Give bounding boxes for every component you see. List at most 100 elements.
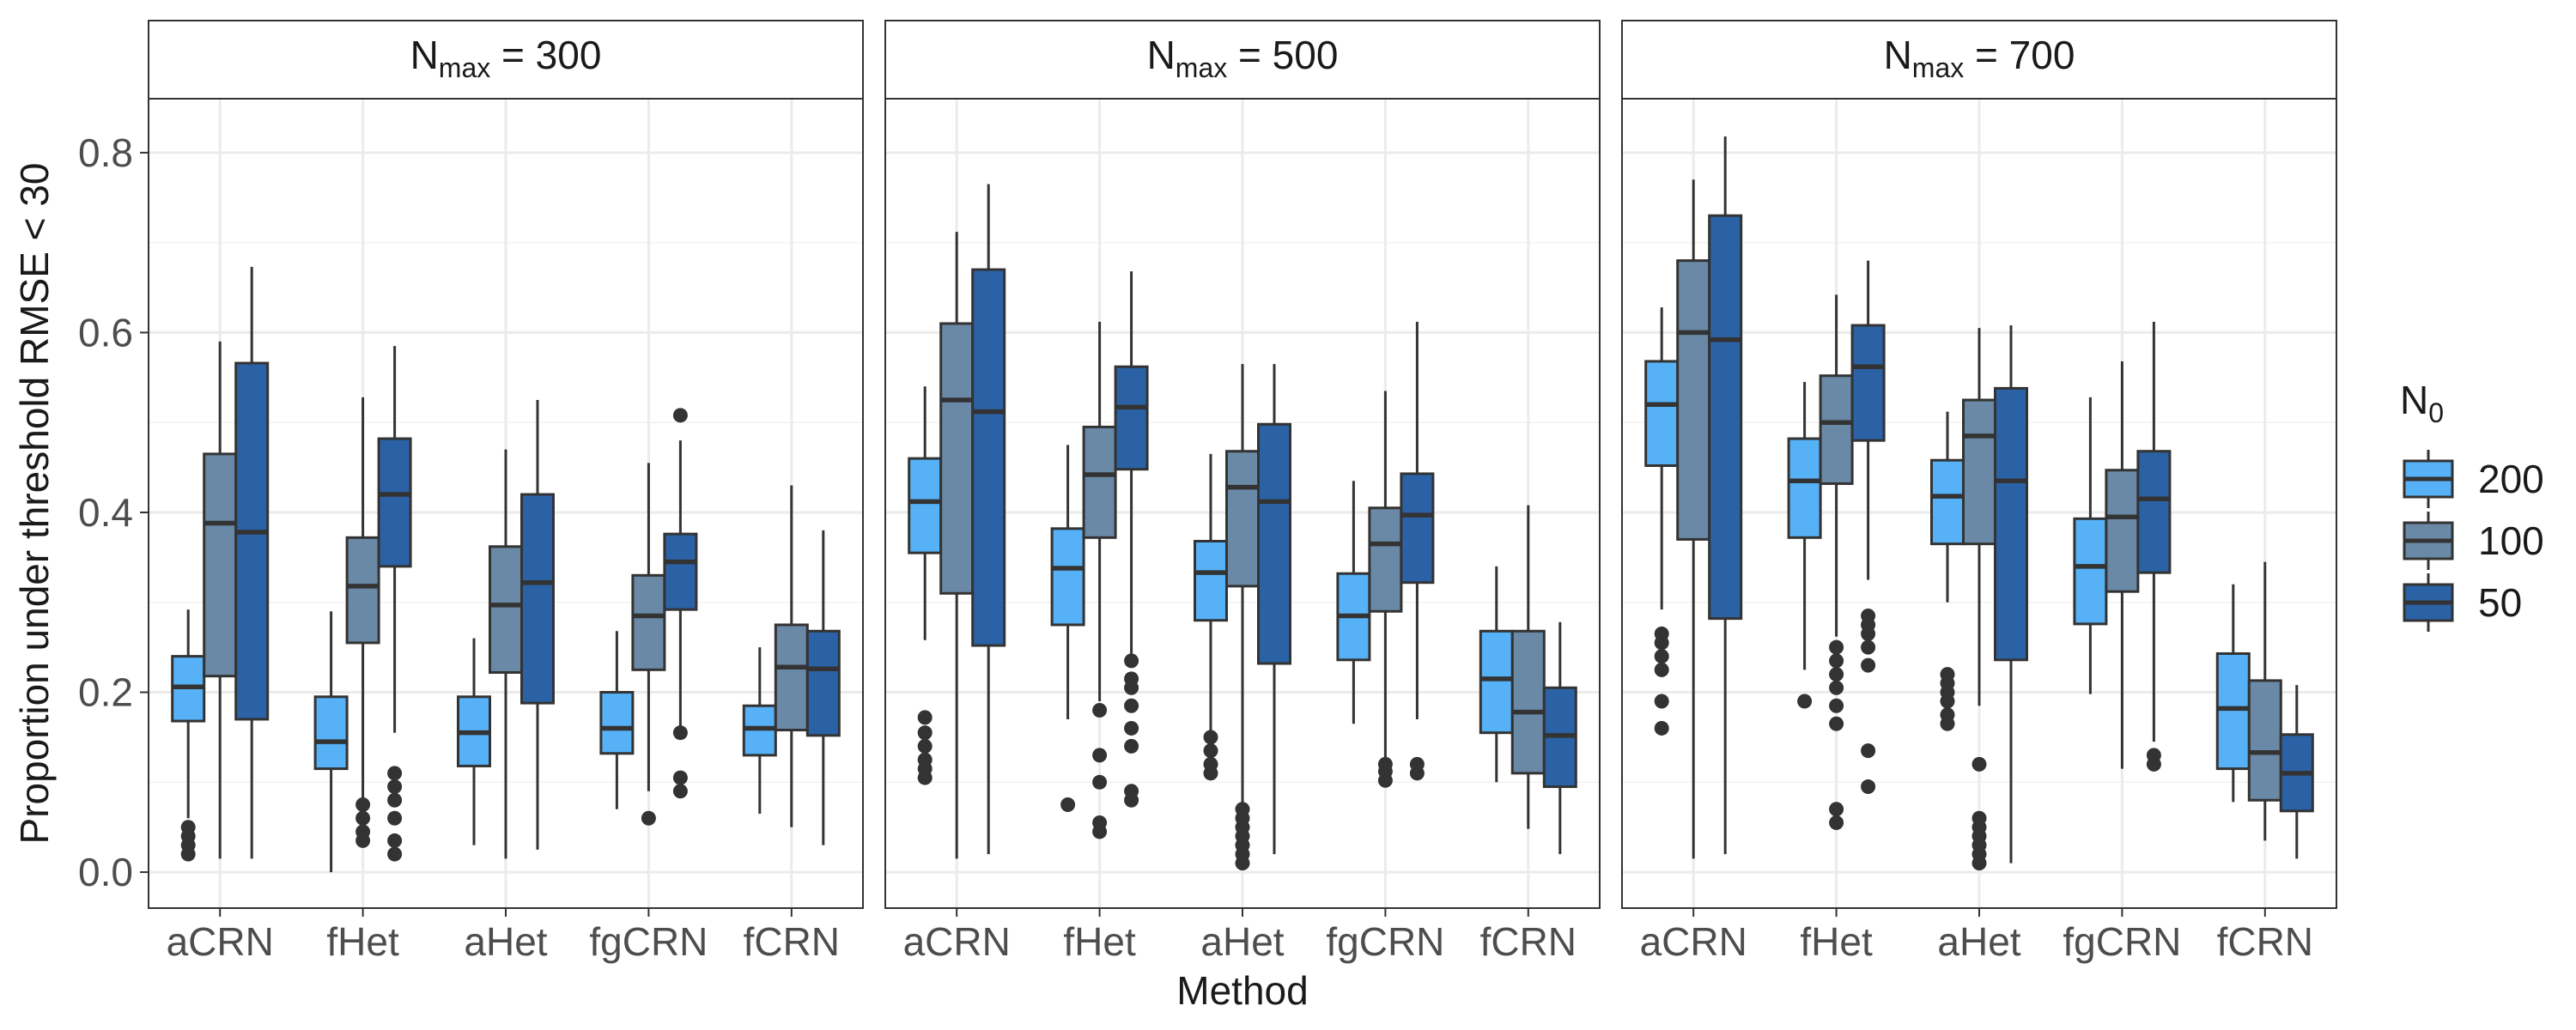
outlier-point xyxy=(672,770,688,785)
legend-label: 200 xyxy=(2478,457,2544,501)
x-tick-label: aCRN xyxy=(903,919,1011,964)
box-fHet-100 xyxy=(1819,294,1854,830)
outlier-point xyxy=(387,792,403,808)
x-tick-label: fgCRN xyxy=(2063,919,2181,964)
box-fCRN-200 xyxy=(742,647,777,814)
box-aCRN-100 xyxy=(203,341,238,859)
x-tick-label: fgCRN xyxy=(1326,919,1444,964)
box-aHet-100 xyxy=(1962,328,1996,871)
box-iqr xyxy=(1510,629,1546,775)
outlier-point xyxy=(1861,608,1876,623)
outlier-point xyxy=(1203,730,1218,745)
box-aHet-200 xyxy=(1930,411,1965,731)
facet-strip-title: Nmax = 300 xyxy=(410,33,602,83)
legend-label: 50 xyxy=(2478,580,2522,625)
box-fCRN-50 xyxy=(2279,685,2314,859)
outlier-point xyxy=(1829,698,1844,713)
outlier-point xyxy=(672,725,688,741)
outlier-point xyxy=(1829,639,1844,655)
box-iqr xyxy=(2247,679,2282,802)
x-tick-label: aCRN xyxy=(167,919,274,964)
outlier-point xyxy=(1409,756,1425,772)
outlier-point xyxy=(1092,748,1108,763)
outlier-point xyxy=(1829,716,1844,731)
x-axis-title: Method xyxy=(1176,968,1308,1013)
box-fHet-100 xyxy=(345,397,380,848)
box-iqr xyxy=(377,437,412,568)
facet-panel-3: Nmax = 700 aCRN fHet aHet fgCRN fCRN xyxy=(1621,20,2337,964)
box-fgCRN-100 xyxy=(2105,360,2140,769)
outlier-point xyxy=(1124,784,1139,799)
outlier-point xyxy=(672,784,688,799)
outlier-point xyxy=(1971,756,1987,772)
outlier-point xyxy=(1203,756,1218,772)
box-iqr xyxy=(2215,651,2251,771)
outlier-point xyxy=(1829,653,1844,669)
box-fgCRN-200 xyxy=(2073,397,2108,694)
box-fCRN-100 xyxy=(774,485,809,827)
outlier-point xyxy=(1124,671,1139,687)
outlier-point xyxy=(387,810,403,826)
box-fgCRN-100 xyxy=(1368,391,1403,788)
outlier-point xyxy=(1654,626,1669,641)
box-iqr xyxy=(663,532,698,611)
box-fHet-200 xyxy=(1787,382,1822,709)
outlier-point xyxy=(917,752,933,767)
box-fCRN-50 xyxy=(805,530,841,845)
facet-strip xyxy=(148,20,864,100)
outlier-point xyxy=(1092,774,1108,790)
outlier-point xyxy=(1861,639,1876,655)
facet-strip xyxy=(1621,20,2337,100)
facet-panel-2: Nmax = 500 aCRN fHet aHet fgCRN fCRN xyxy=(884,20,1601,964)
outlier-point xyxy=(1124,653,1139,669)
outlier-point xyxy=(917,725,933,741)
outlier-point xyxy=(641,810,656,826)
box-iqr xyxy=(599,691,635,755)
box-iqr xyxy=(1257,422,1291,665)
outlier-point xyxy=(1829,802,1844,817)
box-iqr xyxy=(971,268,1006,647)
box-aCRN-200 xyxy=(171,609,206,862)
x-tick-label: fHet xyxy=(1800,919,1873,964)
outlier-point xyxy=(1861,779,1876,795)
outlier-point xyxy=(355,824,371,839)
outlier-point xyxy=(355,810,371,826)
outlier-point xyxy=(1654,649,1669,664)
box-fgCRN-200 xyxy=(1336,481,1371,724)
outlier-point xyxy=(1654,720,1669,736)
box-iqr xyxy=(1194,540,1228,622)
outlier-point xyxy=(917,710,933,725)
box-iqr xyxy=(908,457,943,554)
facet-strip-title: Nmax = 500 xyxy=(1147,33,1339,83)
box-fHet-200 xyxy=(1050,445,1085,813)
box-aHet-50 xyxy=(1994,325,2028,863)
y-tick-label: 0.2 xyxy=(78,670,133,715)
box-fCRN-100 xyxy=(2247,561,2282,841)
box-aCRN-200 xyxy=(1644,307,1680,736)
x-tick-label: aCRN xyxy=(1640,919,1747,964)
box-iqr xyxy=(2136,450,2172,574)
facet-panel-1: Nmax = 300 aCRN fHet aHet fgCRN fCRN xyxy=(148,20,864,964)
box-aHet-200 xyxy=(457,638,491,845)
box-iqr xyxy=(1644,360,1680,467)
box-fHet-50 xyxy=(1850,260,1886,795)
outlier-point xyxy=(387,766,403,781)
outlier-point xyxy=(1377,756,1393,772)
box-iqr xyxy=(774,623,809,732)
box-iqr xyxy=(1225,450,1260,588)
box-fgCRN-200 xyxy=(599,631,635,809)
box-fHet-200 xyxy=(313,611,349,873)
outlier-point xyxy=(387,846,403,862)
outlier-point xyxy=(1092,702,1108,718)
box-iqr xyxy=(2073,517,2108,626)
box-fCRN-200 xyxy=(2215,584,2251,803)
box-aCRN-100 xyxy=(1676,179,1711,859)
legend: N0 200 100 50 xyxy=(2400,378,2544,632)
facet-strip xyxy=(884,20,1601,100)
y-tick-label: 0.8 xyxy=(78,130,133,175)
facet-strip-title: Nmax = 700 xyxy=(1884,33,2075,83)
box-aCRN-100 xyxy=(939,232,975,859)
box-iqr xyxy=(1708,214,1743,621)
x-tick-label: aHet xyxy=(1937,919,2020,964)
box-iqr xyxy=(631,573,666,671)
